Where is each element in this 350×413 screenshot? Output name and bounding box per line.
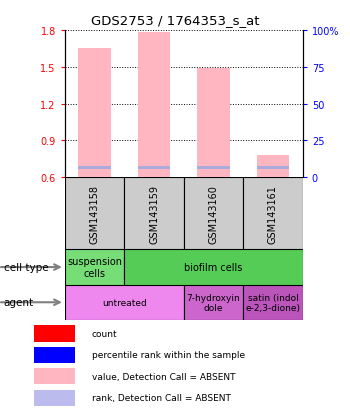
Bar	[197, 69, 230, 178]
Bar	[243, 178, 303, 250]
Text: rank, Detection Call = ABSENT: rank, Detection Call = ABSENT	[92, 393, 231, 402]
Text: count: count	[92, 329, 118, 338]
Bar	[65, 285, 184, 320]
Text: agent: agent	[4, 297, 34, 308]
Text: satin (indol
e-2,3-dione): satin (indol e-2,3-dione)	[245, 293, 301, 312]
Text: cell type: cell type	[4, 262, 48, 273]
Bar	[34, 389, 75, 406]
Bar	[184, 285, 243, 320]
Bar	[78, 167, 111, 170]
Bar	[257, 156, 289, 178]
Bar	[34, 326, 75, 342]
Bar	[34, 368, 75, 384]
Bar	[138, 167, 170, 170]
Bar	[197, 167, 230, 170]
Bar	[124, 250, 303, 285]
Text: GSM143160: GSM143160	[209, 184, 218, 243]
Bar	[138, 33, 170, 178]
Text: biofilm cells: biofilm cells	[184, 262, 243, 273]
Text: suspension
cells: suspension cells	[67, 256, 122, 278]
Text: GSM143159: GSM143159	[149, 184, 159, 243]
Bar	[243, 285, 303, 320]
Text: 7-hydroxyin
dole: 7-hydroxyin dole	[187, 293, 240, 312]
Text: GSM143161: GSM143161	[268, 184, 278, 243]
Bar	[257, 167, 289, 170]
Bar	[78, 49, 111, 178]
Bar	[34, 347, 75, 363]
Text: GDS2753 / 1764353_s_at: GDS2753 / 1764353_s_at	[91, 14, 259, 27]
Text: value, Detection Call = ABSENT: value, Detection Call = ABSENT	[92, 372, 235, 381]
Bar	[124, 178, 184, 250]
Bar	[65, 250, 124, 285]
Text: GSM143158: GSM143158	[90, 184, 99, 243]
Text: untreated: untreated	[102, 298, 147, 307]
Text: percentile rank within the sample: percentile rank within the sample	[92, 351, 245, 359]
Bar	[65, 178, 124, 250]
Bar	[184, 178, 243, 250]
